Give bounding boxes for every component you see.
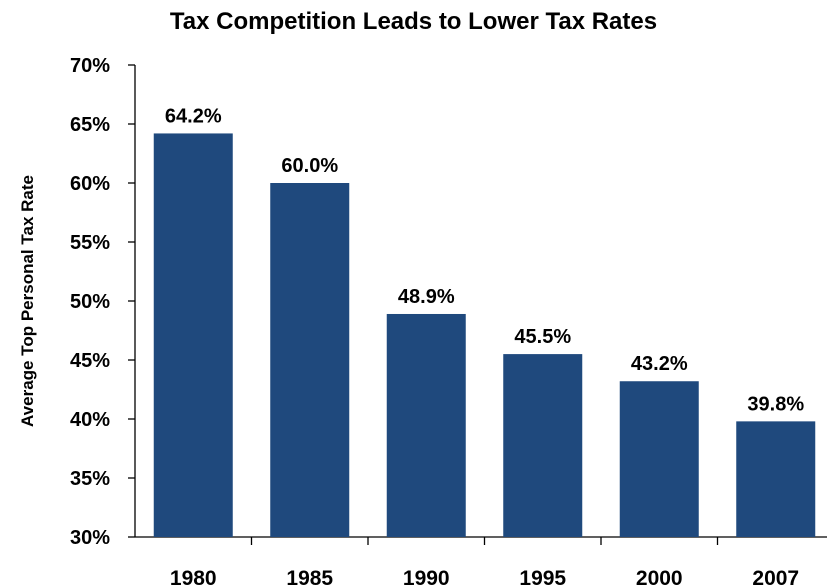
data-label-1990: 48.9% — [398, 286, 455, 308]
bar-2000 — [619, 381, 699, 537]
y-tick-label: 40% — [70, 409, 110, 431]
y-tick-label: 65% — [70, 114, 110, 136]
data-label-2007: 39.8% — [747, 393, 804, 415]
bar-1990 — [386, 313, 466, 537]
bar-2007 — [736, 421, 816, 537]
x-tick-label-1985: 1985 — [286, 567, 333, 587]
chart-title: Tax Competition Leads to Lower Tax Rates — [169, 8, 658, 35]
x-tick-label-2007: 2007 — [752, 567, 799, 587]
data-label-2000: 43.2% — [631, 353, 688, 375]
data-label-1985: 60.0% — [281, 155, 338, 177]
x-tick-label-1990: 1990 — [403, 567, 450, 587]
y-tick-label: 60% — [70, 173, 110, 195]
data-label-1980: 64.2% — [165, 105, 222, 127]
y-tick-label: 30% — [70, 527, 110, 549]
bar-1980 — [153, 133, 233, 537]
bar-1995 — [503, 354, 583, 537]
x-tick-label-2000: 2000 — [636, 567, 683, 587]
y-tick-label: 55% — [70, 232, 110, 254]
y-tick-label: 70% — [70, 55, 110, 77]
y-tick-label: 45% — [70, 350, 110, 372]
y-tick-label: 35% — [70, 468, 110, 490]
bar-1985 — [270, 183, 350, 537]
x-tick-label-1980: 1980 — [170, 567, 217, 587]
data-label-1995: 45.5% — [514, 326, 571, 348]
y-tick-label: 50% — [70, 291, 110, 313]
x-tick-label-1995: 1995 — [519, 567, 566, 587]
